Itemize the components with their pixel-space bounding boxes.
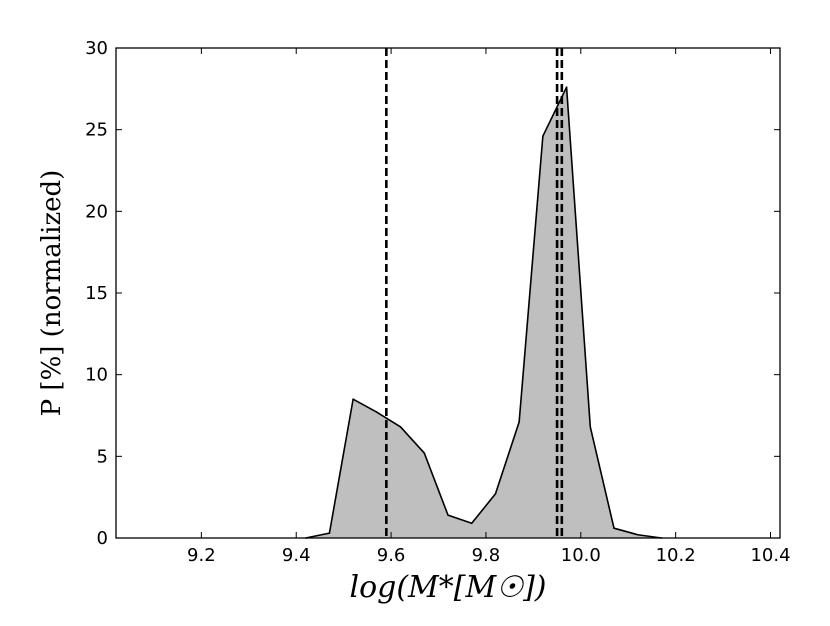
data-point [589, 426, 592, 428]
data-point [376, 411, 378, 414]
y-tick-label: 10 [85, 365, 108, 386]
data-point [352, 398, 354, 400]
y-tick-label: 25 [85, 120, 108, 141]
y-tick-label: 30 [85, 38, 108, 59]
data-point [470, 522, 473, 525]
x-tick-label: 10.2 [656, 545, 696, 566]
y-axis-label: P [%] (normalized) [37, 170, 67, 417]
data-point [542, 135, 544, 137]
y-tick-label: 0 [97, 528, 108, 549]
x-tick-label: 9.6 [377, 545, 406, 566]
x-axis-label: log(M*[M☉]) [349, 570, 546, 605]
data-point [399, 426, 402, 428]
series-line [305, 86, 662, 539]
x-tick-label: 10.4 [750, 545, 790, 566]
data-point [518, 421, 520, 423]
x-tick-label: 9.8 [472, 545, 501, 566]
vline-layer [385, 48, 564, 538]
data-point [636, 533, 639, 536]
tick-layer: 9.2 9.4 9.6 9.8 10.0 10.2 10.4 0 5 10 15 20 25 30 [85, 38, 790, 566]
plot-frame [115, 47, 781, 539]
y-tick-label: 15 [85, 283, 108, 304]
area-layer [304, 86, 663, 539]
data-point [565, 86, 568, 88]
data-point [613, 527, 615, 529]
y-tick-label: 5 [97, 446, 108, 467]
data-point [423, 452, 426, 454]
area-fill [305, 87, 662, 538]
data-point [447, 514, 449, 516]
data-point [494, 493, 497, 495]
x-tick-label: 9.2 [187, 545, 216, 566]
x-tick-label: 10.0 [561, 545, 601, 566]
y-tick-label: 20 [85, 201, 108, 222]
data-point [328, 532, 331, 534]
x-tick-label: 9.4 [282, 545, 311, 566]
